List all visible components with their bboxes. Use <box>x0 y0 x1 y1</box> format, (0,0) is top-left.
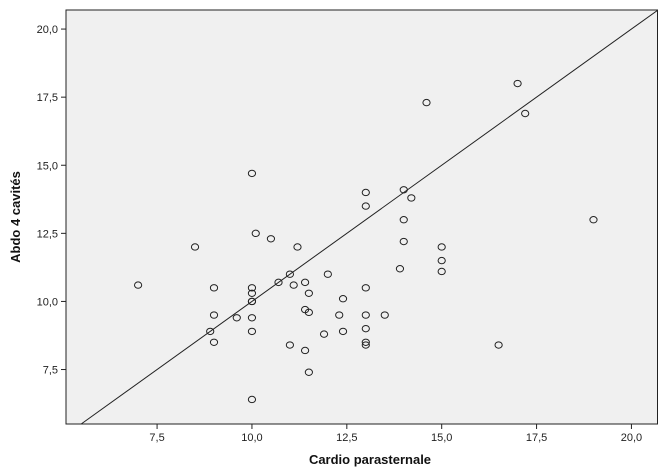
data-point <box>361 284 370 292</box>
x-tick-label: 20,0 <box>621 432 642 444</box>
data-point <box>437 256 446 265</box>
y-axis: 7,5 10,0 12,5 15,0 17,5 20,0 <box>37 24 66 377</box>
data-point <box>407 194 416 202</box>
data-point <box>206 327 215 336</box>
data-point <box>247 395 257 404</box>
data-point <box>422 98 431 107</box>
data-point <box>304 368 313 376</box>
y-tick-label: 7,5 <box>43 365 58 377</box>
y-tick-label: 12,5 <box>37 228 58 240</box>
x-tick-label: 15,0 <box>431 432 452 444</box>
data-point <box>437 267 446 276</box>
data-point <box>361 311 370 319</box>
data-point <box>209 311 219 319</box>
data-point <box>395 265 405 273</box>
y-axis-title: Abdo 4 cavités <box>8 171 23 263</box>
data-point <box>247 327 257 336</box>
data-points <box>134 79 598 404</box>
data-point <box>437 243 446 251</box>
data-point <box>304 308 313 317</box>
identity-reference-line <box>80 9 658 425</box>
data-point <box>247 314 257 322</box>
data-point <box>361 188 370 197</box>
data-point <box>247 297 257 306</box>
data-point <box>266 235 276 243</box>
data-point <box>285 341 294 349</box>
data-point <box>190 243 200 251</box>
data-point <box>338 327 348 336</box>
data-point <box>247 169 257 178</box>
data-point <box>361 324 370 333</box>
data-point <box>319 330 329 338</box>
data-point <box>521 109 530 118</box>
data-point <box>247 289 257 297</box>
data-point <box>361 202 370 210</box>
data-point <box>285 270 294 278</box>
plot-area <box>66 10 658 424</box>
data-point <box>300 278 310 287</box>
y-tick-label: 15,0 <box>37 160 58 172</box>
data-point <box>300 346 310 355</box>
data-point <box>134 281 143 289</box>
data-point <box>289 281 298 289</box>
data-point <box>589 216 598 224</box>
data-point <box>274 278 283 287</box>
data-point <box>209 284 219 292</box>
data-point <box>247 284 257 292</box>
y-tick-label: 17,5 <box>37 92 58 104</box>
data-point <box>338 295 348 303</box>
data-point <box>232 314 241 322</box>
data-point <box>251 229 260 238</box>
data-point <box>293 243 302 251</box>
data-point <box>323 270 332 278</box>
data-point <box>513 79 522 88</box>
data-point <box>304 289 313 297</box>
x-axis-title: Cardio parasternale <box>309 452 431 467</box>
y-tick-label: 20,0 <box>37 24 58 36</box>
x-tick-label: 7,5 <box>149 432 164 444</box>
x-tick-label: 10,0 <box>241 432 262 444</box>
data-point <box>494 341 503 349</box>
x-tick-label: 17,5 <box>526 432 547 444</box>
data-point <box>380 311 389 319</box>
data-point <box>399 237 408 246</box>
x-tick-label: 12,5 <box>336 432 357 444</box>
data-point <box>335 311 344 319</box>
y-tick-label: 10,0 <box>37 296 58 308</box>
data-point <box>361 338 370 346</box>
data-point <box>361 341 370 349</box>
x-axis: 7,5 10,0 12,5 15,0 17,5 20,0 <box>149 424 642 444</box>
data-point <box>399 216 408 224</box>
data-point <box>209 338 219 346</box>
